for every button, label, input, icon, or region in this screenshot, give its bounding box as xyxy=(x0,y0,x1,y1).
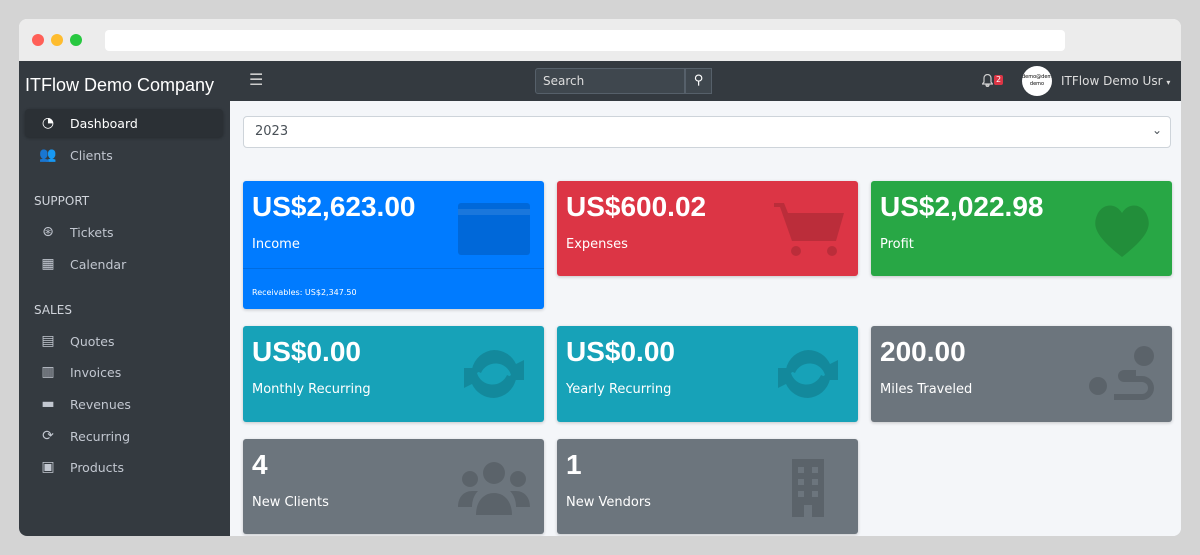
route-icon xyxy=(1084,344,1160,404)
sidebar-item-label: Dashboard xyxy=(70,115,138,131)
sidebar-item-label: Tickets xyxy=(70,224,114,240)
sidebar-item-label: Recurring xyxy=(70,428,130,444)
credit-card-icon xyxy=(456,199,532,259)
stat-card-profit[interactable]: US$2,022.98 Profit xyxy=(871,181,1172,276)
notification-count-badge: 2 xyxy=(994,75,1004,85)
sidebar-item-recurring[interactable]: ⟳ Recurring xyxy=(25,422,223,450)
notifications-bell-icon[interactable] xyxy=(982,74,993,87)
box-icon: ▣ xyxy=(41,459,55,475)
main-content: 2023 ⌄ US$2,623.00 Income Receivables: US$… xyxy=(230,101,1181,536)
stat-value: 4 xyxy=(252,449,268,480)
stat-value: US$2,623.00 xyxy=(252,191,416,222)
stat-card-expenses[interactable]: US$600.02 Expenses xyxy=(557,181,858,276)
file-invoice-icon: ▥ xyxy=(41,364,55,380)
search-button[interactable]: ⚲ xyxy=(685,68,712,94)
life-ring-icon: ⊛ xyxy=(42,224,54,240)
top-navbar: ☰ Search ⚲ 2 demo@demo demo ITFlow Demo … xyxy=(230,61,1181,101)
close-dot[interactable] xyxy=(32,34,44,46)
sidebar: ITFlow Demo Company ◔ Dashboard 👥 Clients … xyxy=(19,61,230,536)
maximize-dot[interactable] xyxy=(70,34,82,46)
stat-label: Profit xyxy=(880,237,914,252)
sidebar-item-dashboard[interactable]: ◔ Dashboard xyxy=(25,109,223,137)
stat-card-new-vendors[interactable]: 1 New Vendors xyxy=(557,439,858,534)
sidebar-item-tickets[interactable]: ⊛ Tickets xyxy=(25,218,223,246)
sidebar-item-label: Revenues xyxy=(70,396,131,412)
stat-value: 200.00 xyxy=(880,336,966,367)
search-input[interactable]: Search xyxy=(535,68,685,94)
sidebar-item-calendar[interactable]: ▦ Calendar xyxy=(25,250,223,278)
minimize-dot[interactable] xyxy=(51,34,63,46)
brand[interactable]: ITFlow Demo Company xyxy=(25,75,215,95)
chevron-down-icon: ⌄ xyxy=(1151,123,1162,137)
users-icon: 👥 xyxy=(39,147,57,163)
users-icon xyxy=(456,457,532,517)
sidebar-item-label: Invoices xyxy=(70,364,122,380)
tachometer-icon: ◔ xyxy=(41,115,55,131)
sidebar-item-products[interactable]: ▣ Products xyxy=(25,453,223,481)
stat-card-new-clients[interactable]: 4 New Clients xyxy=(243,439,544,534)
sidebar-item-label: Calendar xyxy=(70,256,127,272)
browser-titlebar xyxy=(19,19,1181,61)
stat-card-income[interactable]: US$2,623.00 Income Receivables: US$2,347.… xyxy=(243,181,544,309)
stat-value: US$0.00 xyxy=(566,336,675,367)
stat-label: New Vendors xyxy=(566,495,651,510)
file-icon: ▤ xyxy=(41,333,55,349)
stat-value: US$2,022.98 xyxy=(880,191,1044,222)
stat-value: US$600.02 xyxy=(566,191,707,222)
stat-label: Monthly Recurring xyxy=(252,382,371,397)
sidebar-item-label: Products xyxy=(70,459,124,475)
sidebar-item-label: Clients xyxy=(70,147,113,163)
heart-icon xyxy=(1084,199,1160,259)
credit-card-icon: ▬ xyxy=(41,396,55,412)
stat-label: Miles Traveled xyxy=(880,382,973,397)
stat-card-miles-traveled[interactable]: 200.00 Miles Traveled xyxy=(871,326,1172,422)
sync-icon: ⟳ xyxy=(42,428,54,444)
stat-card-monthly-recurring[interactable]: US$0.00 Monthly Recurring xyxy=(243,326,544,422)
sidebar-item-quotes[interactable]: ▤ Quotes xyxy=(25,327,223,355)
user-menu[interactable]: ITFlow Demo Usr ▾ xyxy=(1061,74,1170,88)
section-header-sales: SALES xyxy=(34,303,72,317)
sidebar-item-clients[interactable]: 👥 Clients xyxy=(25,141,223,169)
stat-label: Yearly Recurring xyxy=(566,382,672,397)
sidebar-item-invoices[interactable]: ▥ Invoices xyxy=(25,358,223,386)
address-bar[interactable] xyxy=(105,30,1065,51)
caret-down-icon: ▾ xyxy=(1166,78,1171,87)
building-icon xyxy=(770,457,846,517)
stat-label: Expenses xyxy=(566,237,628,252)
receivables-text: Receivables: US$2,347.50 xyxy=(252,288,357,297)
browser-window: ITFlow Demo Company ◔ Dashboard 👥 Clients … xyxy=(19,19,1181,536)
sidebar-item-revenues[interactable]: ▬ Revenues xyxy=(25,390,223,418)
shopping-cart-icon xyxy=(770,199,846,259)
stat-value: US$0.00 xyxy=(252,336,361,367)
sync-icon xyxy=(456,344,532,404)
year-value: 2023 xyxy=(255,124,289,139)
stat-label: Income xyxy=(252,237,300,252)
stat-card-yearly-recurring[interactable]: US$0.00 Yearly Recurring xyxy=(557,326,858,422)
user-name: ITFlow Demo Usr xyxy=(1061,74,1163,88)
hamburger-menu-icon[interactable]: ☰ xyxy=(249,70,264,89)
divider xyxy=(243,268,544,269)
sync-icon xyxy=(770,344,846,404)
year-select[interactable]: 2023 ⌄ xyxy=(243,116,1171,148)
sidebar-item-label: Quotes xyxy=(70,333,115,349)
section-header-support: SUPPORT xyxy=(34,194,90,208)
search-icon: ⚲ xyxy=(693,73,704,88)
stat-label: New Clients xyxy=(252,495,329,510)
avatar[interactable]: demo@demo demo xyxy=(1022,66,1052,96)
calendar-icon: ▦ xyxy=(41,256,55,272)
stat-value: 1 xyxy=(566,449,582,480)
